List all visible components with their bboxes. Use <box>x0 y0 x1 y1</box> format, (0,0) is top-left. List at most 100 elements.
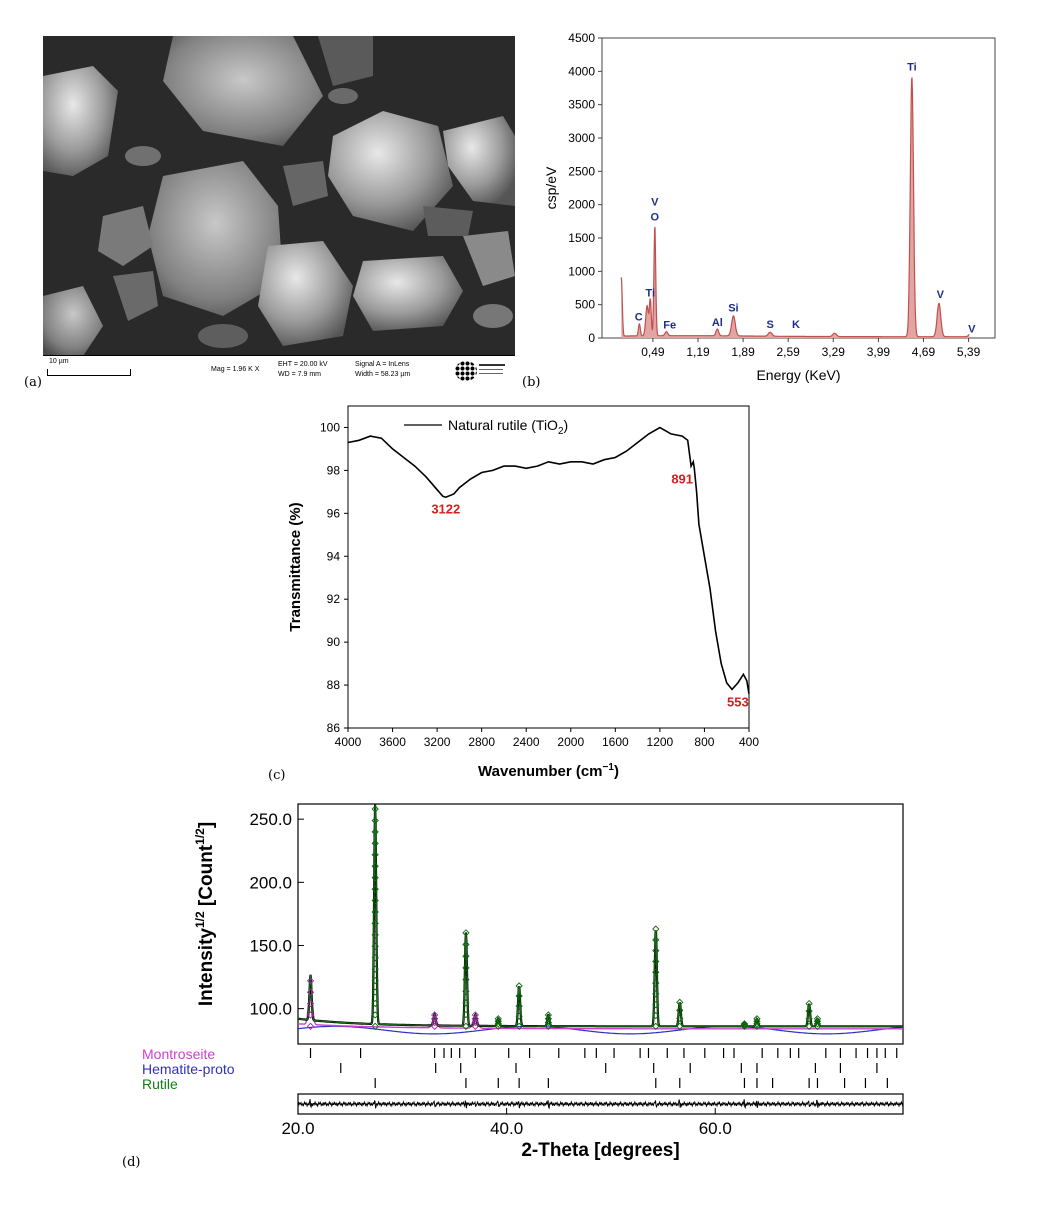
ftir-y-axis-label: Transmittance (%) <box>287 502 304 631</box>
sem-particles <box>43 36 515 356</box>
xrd-peak-marker <box>371 839 379 847</box>
sem-logo <box>455 361 477 381</box>
eds-spectrum-chart: 0 500 1000 1500 2000 2500 3000 3500 4000 4500 0,49… <box>543 31 996 383</box>
xrd-peak-marker <box>544 1011 552 1019</box>
xrd-peak-marker <box>371 942 379 950</box>
xrd-peak-marker <box>462 940 470 949</box>
xrd-peak-marker <box>652 936 660 944</box>
eds-y-tick-label: 3500 <box>568 98 595 112</box>
ftir-y-tick-label: 92 <box>327 592 341 606</box>
sem-logo-text <box>479 364 505 366</box>
xrd-peak-marker <box>306 999 315 1008</box>
ftir-y-tick-label: 100 <box>320 420 340 434</box>
xrd-peak-marker <box>371 908 379 916</box>
xrd-peak-marker <box>371 885 379 893</box>
xrd-x-tick-label: 20.0 <box>281 1119 314 1138</box>
xrd-peak-marker <box>805 1015 813 1023</box>
xrd-peak-marker <box>652 925 660 933</box>
xrd-peak-marker <box>306 1022 315 1030</box>
ftir-spectrum-line <box>347 426 750 694</box>
xrd-axes: 100.0 150.0 200.0 250.0 20.0 40.0 60.0 <box>249 803 904 1138</box>
xrd-peak-marker <box>544 1022 552 1030</box>
xrd-y-tick-label: 150.0 <box>249 936 292 955</box>
eds-peak-label: O <box>651 212 660 224</box>
xrd-peak-marker <box>371 976 379 985</box>
xrd-hematite-profile <box>297 1025 904 1035</box>
eds-peak-label: V <box>651 196 659 208</box>
xrd-peak-marker <box>652 968 660 976</box>
xrd-peak-marker <box>431 1022 439 1030</box>
ftir-plot-frame <box>347 405 750 729</box>
xrd-peak-marker <box>652 1011 660 1020</box>
ftir-x-tick-label: 3600 <box>379 735 406 749</box>
xrd-peak-marker <box>371 999 379 1008</box>
eds-x-tick-label: 5,39 <box>957 345 981 359</box>
ftir-y-tick-label: 96 <box>327 506 341 520</box>
xrd-peak-marker <box>462 987 470 995</box>
xrd-peak-marker <box>462 929 470 937</box>
eds-y-tick-label: 3000 <box>568 131 595 145</box>
ftir-x-tick-label: 3200 <box>424 735 451 749</box>
xrd-peak-marker <box>471 1011 479 1019</box>
xrd-peak-marker <box>371 931 379 939</box>
ftir-y-tick-label: 86 <box>327 721 341 735</box>
xrd-peak-marker <box>371 988 379 996</box>
xrd-peak-marker <box>676 1014 684 1022</box>
ftir-y-tick-label: 98 <box>327 463 341 477</box>
ftir-x-tick-label: 2400 <box>513 735 540 749</box>
xrd-peak-marker <box>306 988 315 996</box>
eds-peak-label: Fe <box>663 320 676 332</box>
eds-y-tick-label: 1000 <box>568 264 595 278</box>
xrd-peak-marker <box>515 1002 523 1010</box>
ftir-x-tick-label: 2000 <box>557 735 584 749</box>
xrd-phase-label-rutile: Rutile <box>142 1076 178 1092</box>
xrd-peak-marker <box>805 1022 813 1030</box>
ftir-xlabel-main: Wavenumber (cm <box>478 763 602 780</box>
eds-y-tick-label: 1500 <box>568 231 595 245</box>
sem-micrograph: 10 µm Mag = 1.96 K X EHT = 20.00 kV WD =… <box>43 36 515 388</box>
xrd-peak-marker <box>813 1015 822 1023</box>
ftir-legend-main: Natural rutile (TiO <box>448 417 558 433</box>
sem-eht: EHT = 20.00 kV <box>278 361 328 368</box>
ftir-x-tick-label: 2800 <box>468 735 495 749</box>
xrd-ylabel-sup2: 1/2 <box>193 828 207 845</box>
eds-x-tick-label: 3,29 <box>822 345 846 359</box>
eds-peak-label: Ti <box>907 62 917 74</box>
xrd-phase-label-hematite: Hematite-proto <box>142 1061 235 1077</box>
xrd-peak-marker <box>652 957 660 966</box>
xrd-y-tick-label: 100.0 <box>249 1000 292 1019</box>
xrd-peak-marker <box>462 1022 470 1030</box>
ftir-x-tick-label: 400 <box>739 735 759 749</box>
eds-x-axis-label: Energy (KeV) <box>756 367 840 383</box>
eds-y-tick-label: 0 <box>588 331 595 345</box>
xrd-peak-marker <box>431 1015 439 1023</box>
xrd-peak-marker <box>462 964 470 972</box>
xrd-peak-marker <box>471 1018 479 1027</box>
xrd-peak-marker <box>652 1022 660 1030</box>
eds-y-tick-label: 4000 <box>568 64 595 78</box>
eds-y-tick-label: 2500 <box>568 164 595 178</box>
xrd-peak-marker <box>371 954 379 962</box>
xrd-peak-marker <box>676 1006 684 1014</box>
xrd-marks <box>297 804 904 1035</box>
xrd-y-tick-label: 200.0 <box>249 873 292 892</box>
xrd-difference-line <box>297 1099 904 1110</box>
xrd-calculated-profile <box>297 804 903 1027</box>
xrd-plot-frame <box>297 803 904 1045</box>
sem-scale-bar <box>47 369 131 376</box>
xrd-ylabel-end: ] <box>196 822 217 828</box>
sem-width: Width = 58.23 µm <box>355 371 411 378</box>
xrd-peak-marker <box>515 1022 523 1030</box>
xrd-peak-marker <box>371 851 379 859</box>
xrd-y-tick-label: 250.0 <box>249 810 292 829</box>
sem-mag: Mag = 1.96 K X <box>211 366 260 373</box>
xrd-peak-marker <box>652 1001 660 1009</box>
xrd-ylabel-mid: [Count <box>196 844 217 911</box>
eds-peak-label: S <box>766 319 773 331</box>
xrd-peak-marker <box>371 874 379 882</box>
eds-axes: 0 500 1000 1500 2000 2500 3000 3500 4000 4500 0,49… <box>568 31 996 359</box>
xrd-y-axis-label: Intensity1/2 [Count1/2] <box>193 822 217 1006</box>
xrd-peak-marker <box>371 1022 379 1030</box>
